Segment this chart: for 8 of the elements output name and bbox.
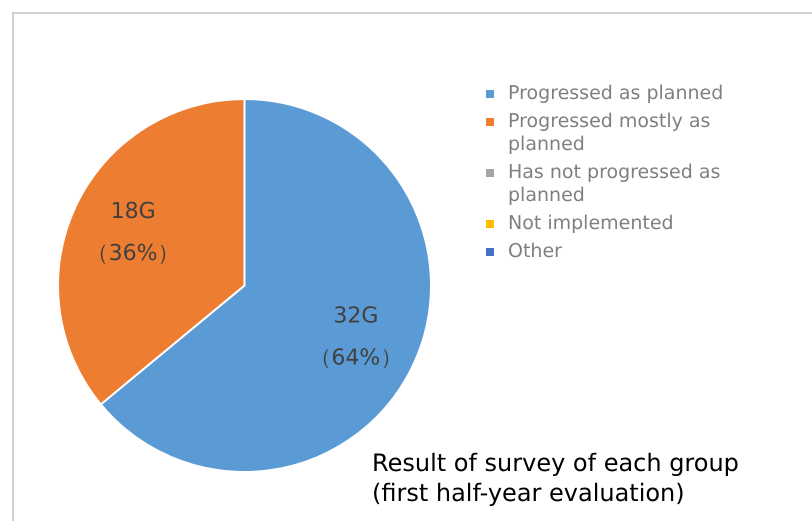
legend-label: Not implemented [508,212,674,235]
data-label: 32G （64%） [309,304,402,371]
data-label: 18G （36%） [86,198,180,266]
legend-label: Has not progressed as planned [508,161,722,207]
legend-label: Progressed as planned [508,82,724,105]
legend-label: Other [508,240,562,263]
text: Result of survey of each group (first half-year evaluation) [372,448,739,508]
legend-label: Progressed mostly as planned [508,110,712,156]
